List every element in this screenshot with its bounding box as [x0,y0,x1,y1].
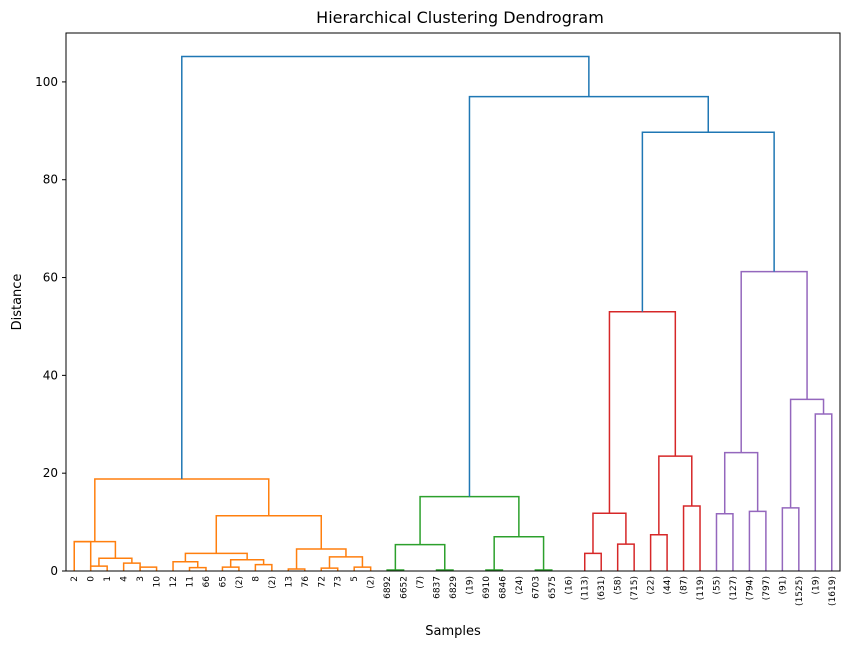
x-tick-label-26: 6846 [498,576,508,599]
dendrogram-link-10 [229,559,265,568]
y-axis-label: Distance [10,274,25,331]
dendrogram-link-18 [94,478,270,542]
dendrogram-link-9 [254,563,273,571]
x-tick-label-33: (58) [614,576,624,594]
x-tick-label-4: 3 [136,576,146,582]
x-tick-label-5: 10 [153,576,163,588]
x-tick-label-22: 6837 [433,576,443,599]
x-tick-label-23: 6829 [449,576,459,599]
dendrogram-link-34 [748,510,767,571]
x-tick-label-39: (55) [712,576,722,594]
x-tick-label-27: (24) [515,576,525,594]
x-tick-label-18: (2) [367,576,377,589]
x-tick-label-35: (22) [647,576,657,594]
x-tick-label-30: (16) [564,576,574,594]
x-tick-label-20: 6652 [400,576,410,599]
y-tick-label-1: 20 [43,466,58,480]
x-tick-label-43: (91) [778,576,788,594]
x-tick-label-0: 2 [70,576,80,582]
dendrogram-link-31 [658,455,693,535]
dendrogram-link-30 [682,505,701,571]
x-axis-ticks: 2 0 1 4 3 10 12 11 66 65 (2) 8 (2) 13 76 72 73 5 (2) 6892 66… [70,576,838,606]
x-tick-label-10: (2) [235,576,245,589]
y-tick-label-3: 60 [43,271,58,285]
x-tick-label-41: (794) [745,576,755,600]
x-tick-label-37: (87) [680,576,690,594]
y-axis-ticks: 0 20 40 60 80 100 [35,75,66,578]
x-tick-label-21: (7) [416,576,426,589]
x-tick-label-2: 1 [103,576,113,582]
x-tick-label-11: 8 [251,576,261,582]
dendrogram-link-24 [493,536,545,571]
dendrogram-link-26 [583,552,602,571]
x-tick-label-40: (127) [729,576,739,600]
dendrogram-link-11 [184,552,248,562]
x-tick-label-28: 6703 [531,576,541,599]
x-tick-label-12: (2) [268,576,278,589]
y-tick-label-2: 40 [43,368,58,382]
dendrogram-link-16 [295,548,347,570]
x-tick-label-42: (797) [762,576,772,600]
dendrogram-link-12 [287,568,306,571]
x-axis-label: Samples [425,624,481,639]
x-tick-label-17: 5 [350,576,360,582]
dendrogram-link-37 [814,413,833,571]
dendrogram-link-17 [215,514,323,554]
x-tick-label-32: (631) [597,576,607,600]
x-tick-label-46: (1619) [828,576,838,606]
x-tick-label-34: (715) [630,576,640,600]
x-tick-label-9: 65 [218,576,228,587]
y-tick-label-0: 0 [50,564,58,578]
dendrogram-link-3 [139,566,158,571]
x-tick-label-19: 6892 [383,576,393,599]
dendrogram-link-42 [181,55,590,480]
x-tick-label-8: 66 [202,576,212,588]
x-tick-label-38: (119) [696,576,706,600]
plot-frame [65,32,841,572]
y-tick-label-5: 100 [35,75,58,89]
x-tick-label-36: (44) [663,576,673,594]
chart-title: Hierarchical Clustering Dendrogram [316,8,604,27]
x-tick-label-1: 0 [87,576,97,582]
x-tick-label-13: 13 [284,576,294,587]
x-tick-label-29: 6575 [548,576,558,599]
x-tick-label-16: 73 [334,576,344,587]
x-tick-label-25: 6910 [482,576,492,599]
x-tick-label-7: 11 [186,576,196,587]
x-tick-label-45: (19) [811,576,821,594]
dendrogram-link-32 [608,311,677,514]
y-tick-label-4: 80 [43,173,58,187]
x-tick-label-6: 12 [169,576,179,587]
x-tick-label-14: 76 [301,576,311,588]
dendrogram-link-5 [73,540,117,571]
x-tick-label-24: (19) [465,576,475,594]
x-tick-label-44: (1525) [795,576,805,606]
dendrogram-link-4 [98,557,133,567]
x-tick-label-31: (113) [581,576,591,600]
x-tick-label-3: 4 [120,576,130,582]
x-tick-label-15: 72 [317,576,327,587]
